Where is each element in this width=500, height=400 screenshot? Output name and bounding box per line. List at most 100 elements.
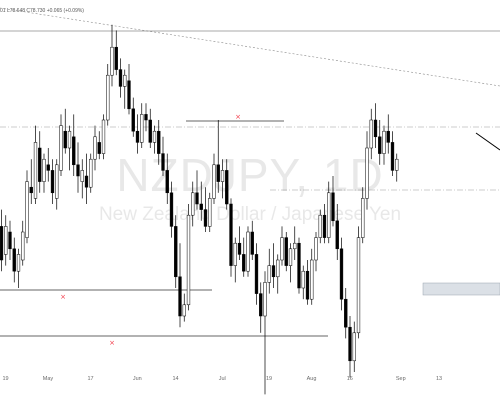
candle-body[interactable] [149,120,152,142]
candle-body[interactable] [89,159,92,187]
candle-body[interactable] [30,187,33,193]
candle-body[interactable] [26,182,29,238]
candle-body[interactable] [234,243,237,265]
candle-body[interactable] [191,193,194,215]
candle-body[interactable] [289,249,292,266]
candle-body[interactable] [323,215,326,237]
candle-body[interactable] [319,215,322,237]
candle-body[interactable] [213,165,216,199]
candle-body[interactable] [166,170,169,192]
candle-body[interactable] [247,232,250,271]
candle-body[interactable] [17,254,20,271]
candle-body[interactable] [68,131,71,148]
candle-body[interactable] [281,238,284,260]
candle-body[interactable] [255,254,258,293]
candle-body[interactable] [264,282,267,316]
candle-body[interactable] [332,193,335,221]
candle-body[interactable] [153,131,156,142]
candle-body[interactable] [204,210,207,227]
candle-body[interactable] [179,277,182,316]
candle-body[interactable] [383,131,386,153]
candle-body[interactable] [242,254,245,271]
candle-body[interactable] [370,120,373,148]
candle-body[interactable] [98,142,101,153]
candle-body[interactable] [357,238,360,333]
candle-body[interactable] [187,215,190,305]
x-axis: 19 May 17 Jun 14 Jul 19 Aug 16 Sep 13 [2,376,442,382]
candle-body[interactable] [276,260,279,277]
candle-body[interactable] [136,131,139,142]
candle-body[interactable] [13,249,16,271]
trendline-dashed[interactable] [0,8,500,86]
candle-body[interactable] [132,109,135,131]
demand-zone[interactable] [423,283,500,295]
candle-body[interactable] [230,204,233,266]
candle-body[interactable] [60,126,63,171]
candle-body[interactable] [102,120,105,154]
candle-body[interactable] [344,299,347,327]
candle-body[interactable] [119,70,122,87]
candle-body[interactable] [128,81,131,109]
candle-body[interactable] [374,120,377,137]
candle-body[interactable] [251,232,254,254]
candle-body[interactable] [162,154,165,171]
candle-body[interactable] [85,176,88,187]
candle-body[interactable] [43,159,46,181]
candle-body[interactable] [111,47,114,75]
candle-body[interactable] [353,333,356,361]
candle-body[interactable] [217,165,220,182]
candle-body[interactable] [336,221,339,249]
candle-body[interactable] [196,193,199,204]
candle-body[interactable] [34,142,37,198]
candle-body[interactable] [77,165,80,176]
candle-body[interactable] [366,148,369,198]
candle-body[interactable] [208,198,211,226]
candle-body[interactable] [238,243,241,254]
candle-body[interactable] [259,294,262,316]
candle-body[interactable] [106,75,109,120]
candle-body[interactable] [145,114,148,120]
candle-body[interactable] [285,238,288,266]
candle-body[interactable] [221,170,224,181]
candle-body[interactable] [115,47,118,69]
candle-body[interactable] [183,305,186,316]
candle-body[interactable] [94,137,97,159]
candle-body[interactable] [55,165,58,199]
candle-body[interactable] [225,170,228,204]
candle-body[interactable] [340,249,343,299]
candle-body[interactable] [378,137,381,154]
candle-body[interactable] [51,170,54,192]
candle-body[interactable] [38,148,41,182]
candle-body[interactable] [391,142,394,170]
candle-body[interactable] [302,271,305,288]
candle-body[interactable] [0,226,3,260]
candle-body[interactable] [4,226,7,254]
candle-body[interactable] [349,327,352,361]
candle-body[interactable] [310,260,313,299]
candle-body[interactable] [123,75,126,86]
candle-body[interactable] [157,131,160,153]
candle-body[interactable] [174,226,177,276]
candle-body[interactable] [200,204,203,210]
candle-body[interactable] [268,266,271,283]
candle-body[interactable] [361,198,364,237]
candle-body[interactable] [306,271,309,299]
candle-body[interactable] [140,114,143,142]
candle-body[interactable] [315,238,318,260]
candle-body[interactable] [327,193,330,238]
candle-body[interactable] [64,131,67,148]
candle-body[interactable] [298,243,301,288]
candle-body[interactable] [293,243,296,249]
trendline-right[interactable] [476,133,500,150]
candle-body[interactable] [272,266,275,277]
candle-body[interactable] [9,232,12,249]
candle-body[interactable] [387,131,390,142]
candle-body[interactable] [395,159,398,170]
candle-body[interactable] [47,165,50,171]
candle-body[interactable] [81,170,84,181]
candle-body[interactable] [72,137,75,165]
candle-body[interactable] [21,232,24,260]
candle-body[interactable] [170,193,173,227]
